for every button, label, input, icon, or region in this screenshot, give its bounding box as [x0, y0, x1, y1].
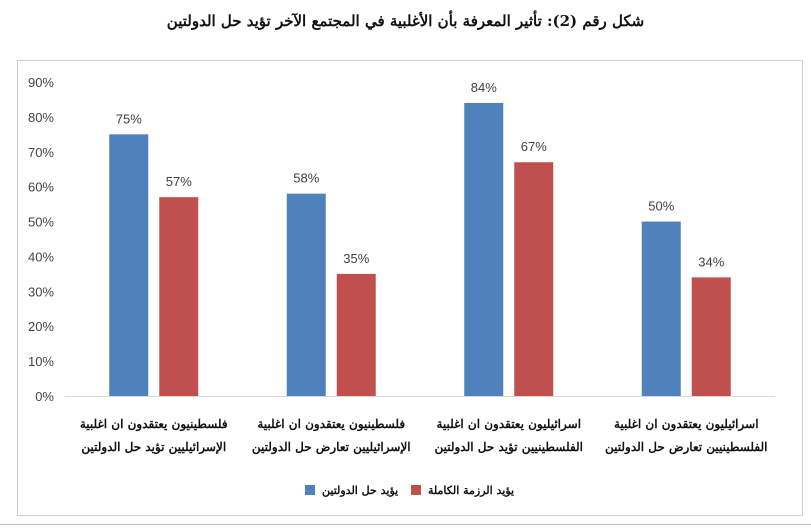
y-tick-label: 30% [28, 284, 54, 299]
page-divider [0, 524, 811, 525]
data-label: 84% [471, 80, 497, 95]
bar [159, 197, 199, 396]
x-category-label: الفلسطينيين تؤيد حل الدولتين [434, 440, 583, 455]
data-label: 34% [698, 254, 724, 269]
bar [691, 277, 731, 396]
y-tick-label: 0% [35, 389, 54, 404]
data-label: 50% [648, 199, 674, 214]
x-category-label: اسرائيليون يعتقدون ان اغلبية [436, 417, 581, 432]
bar [514, 162, 554, 396]
chart-title: شكل رقم (2): تأثير المعرفة بأن الأغلبية … [166, 12, 645, 30]
bar [336, 273, 376, 396]
data-label: 35% [343, 251, 369, 266]
data-label: 67% [521, 139, 547, 154]
y-tick-label: 70% [28, 145, 54, 160]
x-category-label: الإسرائيليين تؤيد حل الدولتين [81, 440, 226, 455]
bar [641, 221, 681, 396]
data-label: 57% [166, 174, 192, 189]
legend-swatch [305, 485, 315, 495]
x-category-label: فلسطينيون يعتقدون ان اغلبية [80, 417, 228, 432]
legend-label: يؤيد حل الدولتين [322, 484, 398, 497]
y-tick-label: 90% [28, 75, 54, 90]
x-category-label: الإسرائيليين تعارض حل الدولتين [252, 440, 411, 455]
bar [286, 193, 326, 396]
x-category-label: فلسطينيون يعتقدون ان اغلبية [257, 417, 405, 432]
x-category-label: الفلسطينيين تعارض حل الدولتين [605, 440, 767, 455]
bar [464, 102, 504, 396]
data-label: 75% [116, 111, 142, 126]
y-tick-label: 40% [28, 249, 54, 264]
x-category-label: اسرائيليون يعتقدون ان اغلبية [614, 417, 759, 432]
y-tick-label: 50% [28, 215, 54, 230]
bar [109, 134, 149, 397]
legend-swatch [411, 485, 421, 495]
legend-label: يؤيد الرزمة الكاملة [428, 484, 514, 497]
y-tick-label: 80% [28, 110, 54, 125]
data-label: 58% [293, 171, 319, 186]
y-tick-label: 10% [28, 354, 54, 369]
y-tick-label: 60% [28, 180, 54, 195]
y-tick-label: 20% [28, 319, 54, 334]
